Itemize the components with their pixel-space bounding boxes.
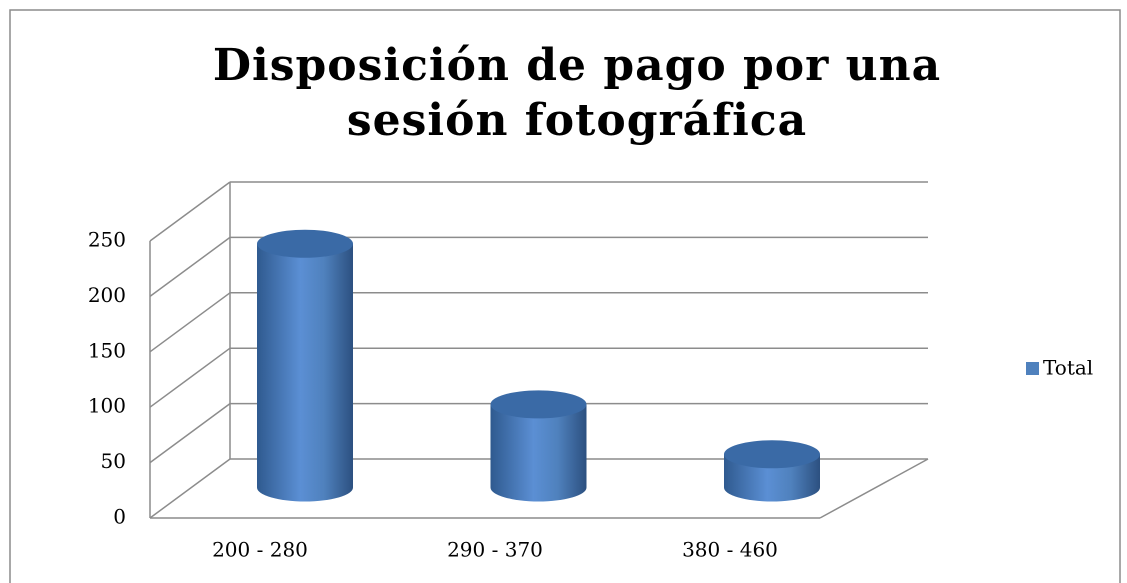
bar-top — [257, 229, 353, 258]
bar-body — [257, 243, 353, 502]
x-tick-label: 380 - 460 — [682, 538, 778, 562]
y-tick-label: 250 — [88, 228, 126, 252]
frame — [9, 9, 1121, 583]
grid-line — [149, 402, 231, 464]
grid-line — [149, 181, 231, 242]
legend-label: Total — [1043, 356, 1093, 380]
bar — [490, 390, 587, 502]
floor-line — [819, 458, 929, 519]
y-tick-label: 200 — [88, 283, 126, 307]
grid-line — [149, 292, 231, 353]
y-tick-label: 0 — [113, 505, 126, 529]
bar-body — [490, 404, 587, 502]
grid-line — [149, 347, 231, 408]
x-tick-label: 200 - 280 — [212, 538, 308, 562]
bar-top — [490, 390, 587, 419]
bar — [724, 440, 820, 502]
chart-title: Disposición de pago por una sesión fotog… — [212, 40, 942, 146]
y-tick-label: 100 — [88, 394, 126, 418]
bar-top — [724, 440, 820, 469]
legend-swatch — [1026, 362, 1039, 375]
grid-line — [149, 458, 231, 519]
bar — [257, 229, 353, 502]
y-tick-label: 50 — [101, 449, 126, 473]
x-tick-label: 290 - 370 — [447, 538, 543, 562]
y-tick-label: 150 — [88, 338, 126, 362]
grid-line — [149, 236, 231, 298]
